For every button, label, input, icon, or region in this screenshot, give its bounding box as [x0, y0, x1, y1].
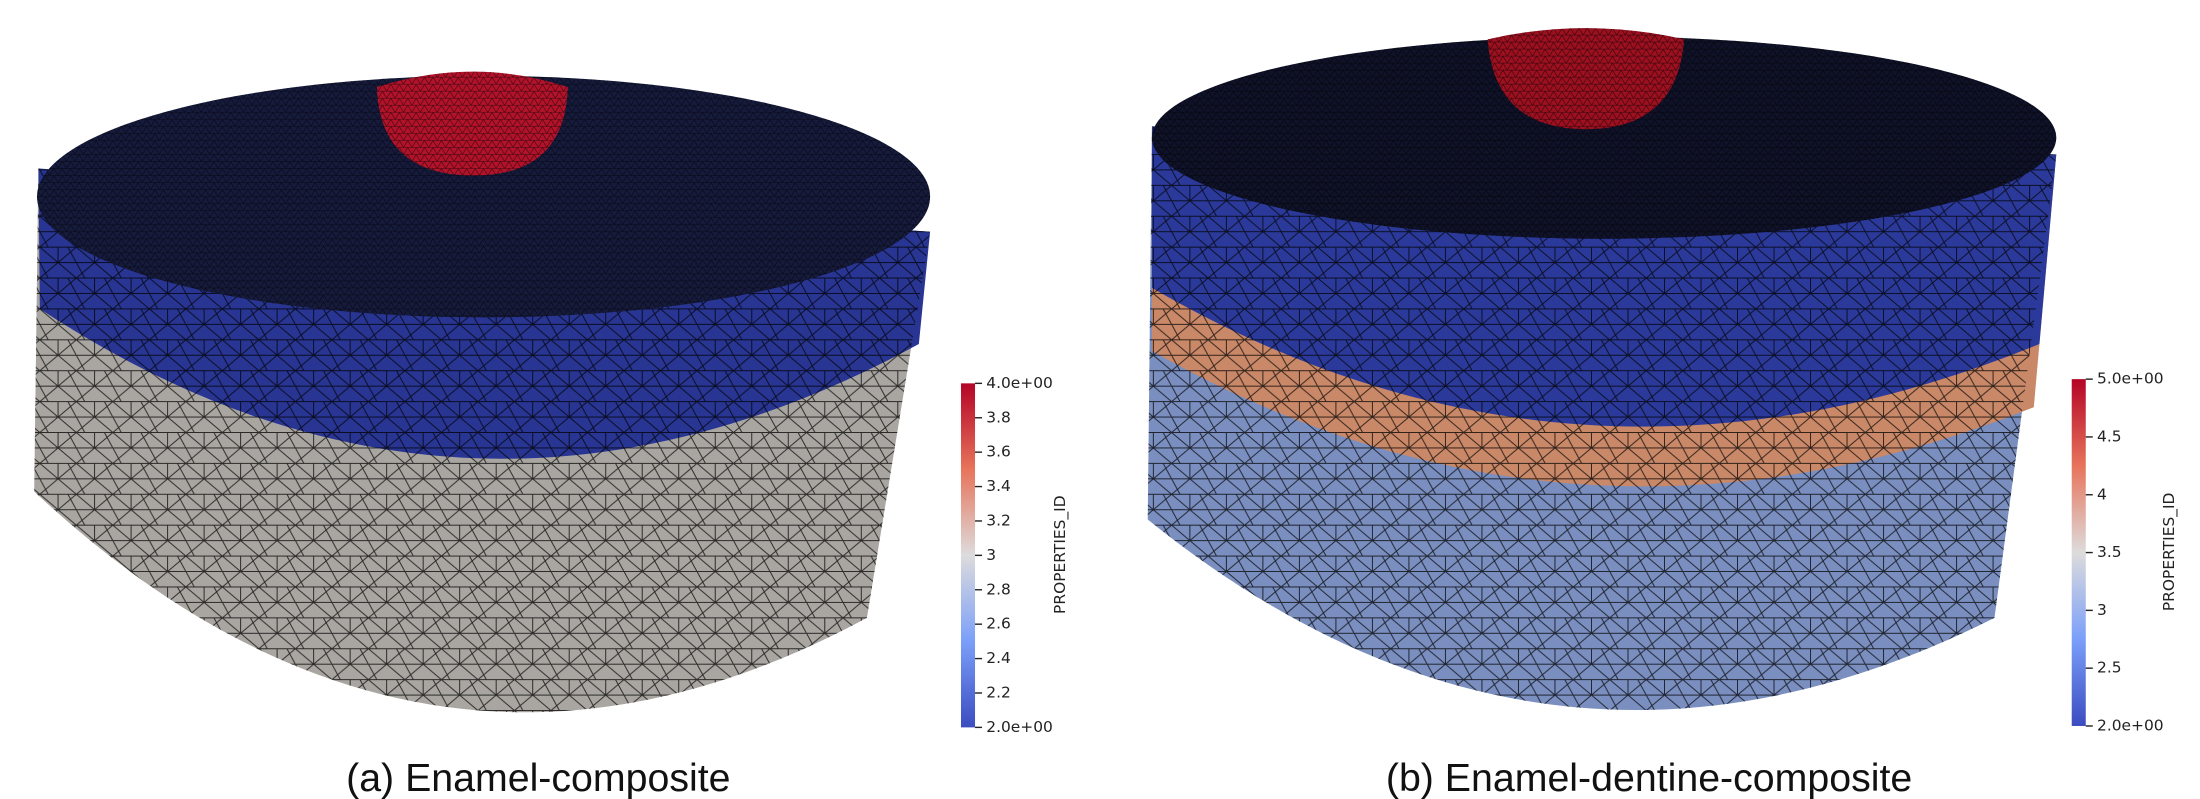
model-a	[34, 71, 931, 713]
tick-label: 2.0e+00	[986, 718, 1053, 736]
caption: (b) Enamel-dentine-composite	[1386, 756, 1912, 799]
colorbar	[960, 383, 976, 728]
tick-label: 5.0e+00	[2097, 370, 2164, 388]
tick-label: 3.4	[986, 477, 1011, 495]
tick-label: 4	[2097, 485, 2107, 503]
tick-label: 2.5	[2097, 659, 2122, 677]
tick-label: 4.5	[2097, 427, 2122, 445]
tick-label: 2.2	[986, 683, 1011, 701]
colorbar-title: PROPERTIES_ID	[1051, 495, 1070, 614]
tick-label: 2.8	[986, 580, 1011, 598]
tick-label: 4.0e+00	[986, 374, 1053, 392]
tick-label: 2.0e+00	[2097, 716, 2164, 734]
tick-label: 3.8	[986, 408, 1011, 426]
tick-label: 3.5	[2097, 543, 2122, 561]
tick-label: 2.4	[986, 649, 1011, 667]
tick-label: 3.6	[986, 443, 1011, 461]
colorbar	[2071, 379, 2086, 726]
tick-label: 2.6	[986, 615, 1011, 633]
model-b	[1147, 28, 2057, 711]
colorbar-title: PROPERTIES_ID	[2160, 493, 2179, 612]
tick-label: 3.2	[986, 511, 1011, 529]
tick-label: 3	[2097, 601, 2107, 619]
caption: (a) Enamel-composite	[346, 756, 730, 799]
tick-label: 3	[986, 546, 996, 564]
